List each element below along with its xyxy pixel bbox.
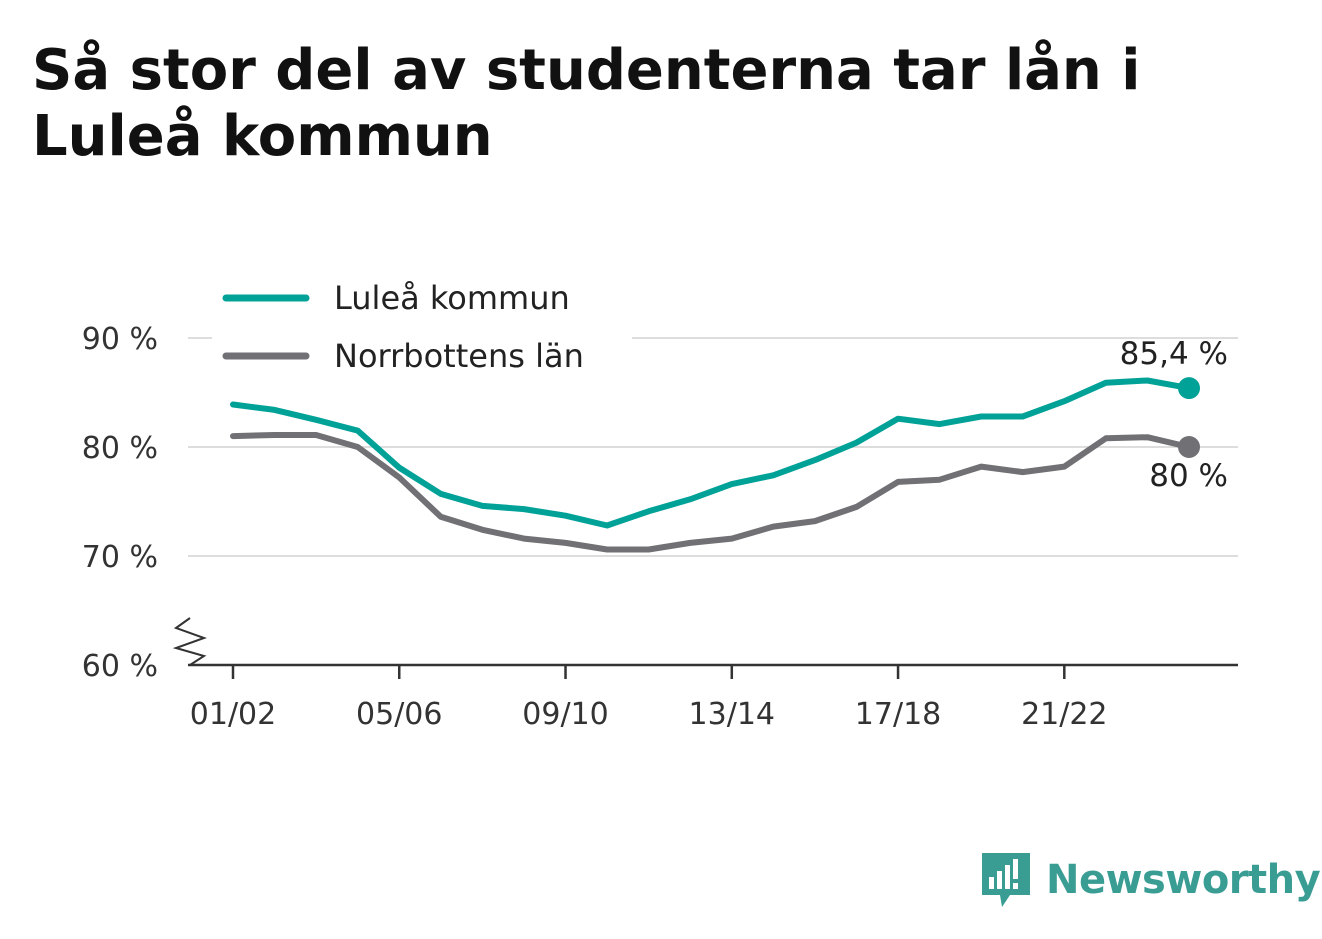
series-line bbox=[230, 432, 1192, 553]
series-end-point bbox=[1178, 436, 1200, 458]
x-tick-label: 17/18 bbox=[855, 697, 941, 732]
y-axis-break bbox=[172, 617, 207, 666]
end-value-label: 85,4 % bbox=[1120, 336, 1228, 372]
logo-text: Newsworthy bbox=[1046, 857, 1321, 903]
chart-title: Så stor del av studenterna tar lån i Lul… bbox=[32, 38, 1141, 169]
y-tick-label: 90 % bbox=[82, 322, 158, 357]
x-tick-label: 05/06 bbox=[356, 697, 442, 732]
x-tick-label: 01/02 bbox=[190, 697, 276, 732]
y-tick-label: 60 % bbox=[82, 649, 158, 684]
x-tick-label: 13/14 bbox=[689, 697, 775, 732]
y-tick-label: 70 % bbox=[82, 540, 158, 575]
series-end-point bbox=[1178, 377, 1200, 400]
legend-label: Norrbottens län bbox=[334, 337, 584, 375]
legend-label: Luleå kommun bbox=[334, 279, 570, 317]
bar-chart-speech-bubble-icon bbox=[982, 853, 1030, 907]
x-tick-label: 21/22 bbox=[1021, 697, 1107, 732]
newsworthy-logo: Newsworthy bbox=[980, 850, 1321, 910]
y-tick-label: 80 % bbox=[82, 431, 158, 466]
series-line bbox=[230, 377, 1192, 529]
end-value-label: 80 % bbox=[1149, 458, 1228, 494]
x-tick-label: 09/10 bbox=[522, 697, 608, 732]
legend-background bbox=[212, 272, 632, 382]
